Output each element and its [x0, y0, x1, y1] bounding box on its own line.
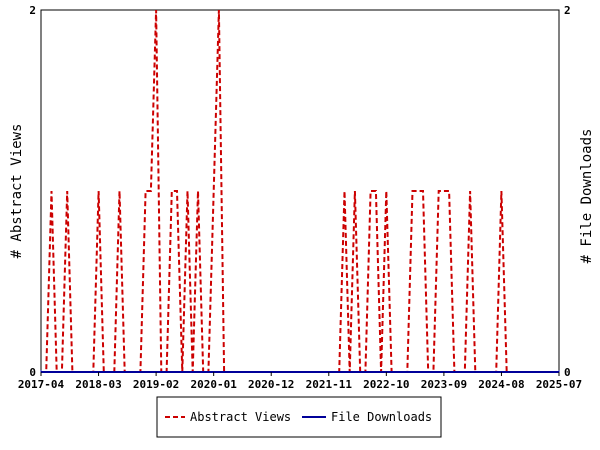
- x-tick-label: 2024-08: [478, 378, 524, 391]
- y-axis-right-title: # File Downloads: [579, 129, 595, 264]
- x-tick-label: 2021-11: [306, 378, 353, 391]
- x-tick-label: 2025-07: [536, 378, 582, 391]
- y-left-tick-bottom: 0: [29, 366, 36, 379]
- legend-box: [156, 396, 442, 438]
- legend-label-file-downloads: File Downloads: [331, 410, 432, 424]
- legend-label-abstract-views: Abstract Views: [190, 410, 291, 424]
- plot-area: [40, 9, 560, 373]
- y-axis-left-title: # Abstract Views: [9, 124, 25, 259]
- x-tick-label: 2020-01: [190, 378, 237, 391]
- x-tick-label: 2019-02: [133, 378, 179, 391]
- y-right-tick-bottom: 0: [564, 366, 571, 379]
- x-tick-label: 2023-09: [421, 378, 467, 391]
- x-tick-label: 2018-03: [75, 378, 121, 391]
- x-ticks: 2017-04 2018-03 2019-02 2020-01 2020-12 2021-…: [18, 372, 582, 391]
- x-tick-label: 2020-12: [248, 378, 294, 391]
- x-tick-label: 2022-10: [363, 378, 409, 391]
- y-right-tick-top: 2: [564, 4, 571, 17]
- legend: Abstract Views File Downloads: [156, 396, 442, 438]
- y-left-tick-top: 2: [29, 4, 36, 17]
- x-tick-label: 2017-04: [18, 378, 65, 391]
